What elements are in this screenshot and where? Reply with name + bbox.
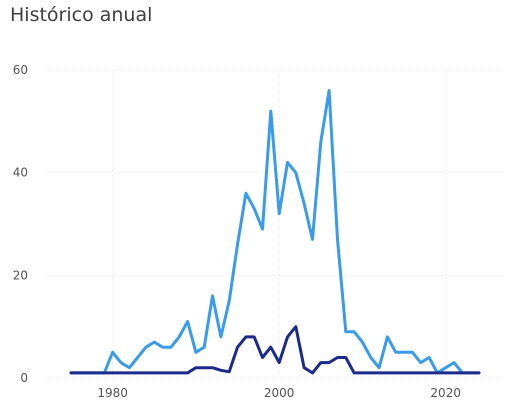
x-tick-label: 1980 [97,386,128,400]
y-tick-label: 60 [13,63,28,77]
y-tick-label: 40 [13,166,28,180]
series-line-2 [69,325,481,375]
y-tick-label: 0 [20,371,28,385]
series-line-1 [69,89,481,375]
x-tick-label: 2020 [430,386,461,400]
y-tick-label: 20 [13,268,28,282]
x-tick-label: 2000 [264,386,295,400]
chart-title: Histórico anual [10,4,153,26]
